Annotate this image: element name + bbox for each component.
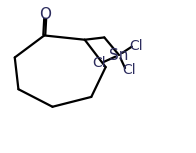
Text: O: O xyxy=(39,7,51,22)
Text: Cl: Cl xyxy=(122,63,136,76)
Text: Sn: Sn xyxy=(109,48,129,63)
Text: Cl: Cl xyxy=(129,39,143,53)
Text: Cl: Cl xyxy=(93,56,106,70)
